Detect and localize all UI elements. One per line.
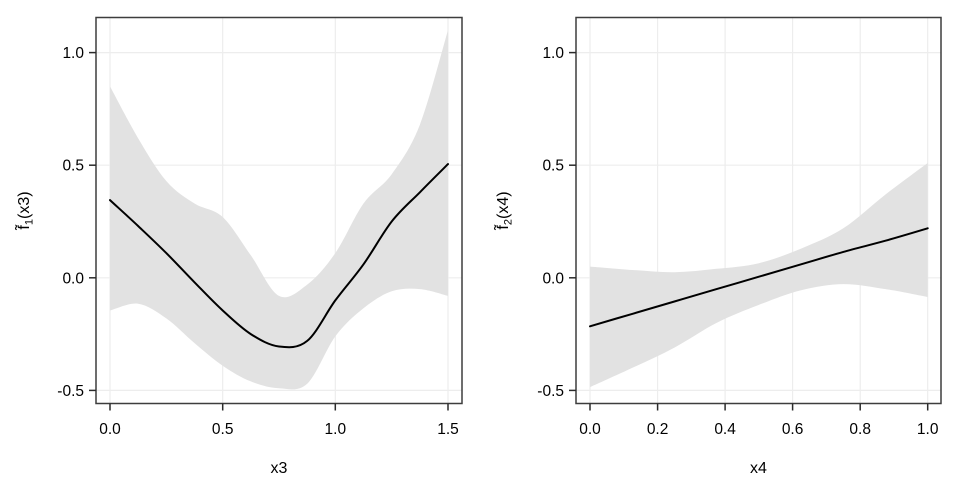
x-tick-label: 0.5: [212, 421, 234, 438]
x-tick-label: 0.0: [99, 421, 121, 438]
x-tick-label: 0.0: [579, 421, 601, 438]
x-axis-title: x3: [271, 460, 288, 477]
y-tick-label: 0.5: [542, 158, 564, 175]
plot-frame: [95, 16, 463, 405]
y-tick-label: 0.0: [62, 270, 84, 287]
confidence-band: [590, 163, 928, 388]
y-tick-label: 1.0: [542, 45, 564, 62]
y-axis-title: f̃2(x4): [492, 191, 514, 231]
x-tick-label: 1.5: [437, 421, 459, 438]
y-tick-label: -0.5: [537, 383, 564, 400]
panel-f2-x4: 0.0 0.2 0.4 0.6 0.8 1.0 -0.5 0.0 0.5 1.0 x4 f̃2(x4): [492, 16, 942, 477]
x-tick-label: 0.2: [647, 421, 669, 438]
x-tick-label: 0.4: [714, 421, 736, 438]
x-tick-label: 0.6: [782, 421, 804, 438]
fit-line: [589, 227, 929, 328]
x-tick-label: 0.8: [849, 421, 871, 438]
x-axis-title: x4: [750, 460, 767, 477]
y-tick-label: 0.5: [62, 158, 84, 175]
x-tick-label: 1.0: [917, 421, 939, 438]
y-axis-title: f̃1(x3): [13, 191, 35, 231]
confidence-band: [110, 30, 448, 390]
y-tick-label: 0.0: [542, 270, 564, 287]
x-tick-label: 1.0: [325, 421, 347, 438]
panel-f1-x3: 0.0 0.5 1.0 1.5 -0.5 0.0 0.5 1.0 x3 f̃1(x3): [13, 16, 463, 477]
y-tick-label: 1.0: [62, 45, 84, 62]
y-tick-label: -0.5: [57, 383, 84, 400]
fit-line: [109, 163, 449, 349]
plot-frame: [575, 16, 942, 405]
